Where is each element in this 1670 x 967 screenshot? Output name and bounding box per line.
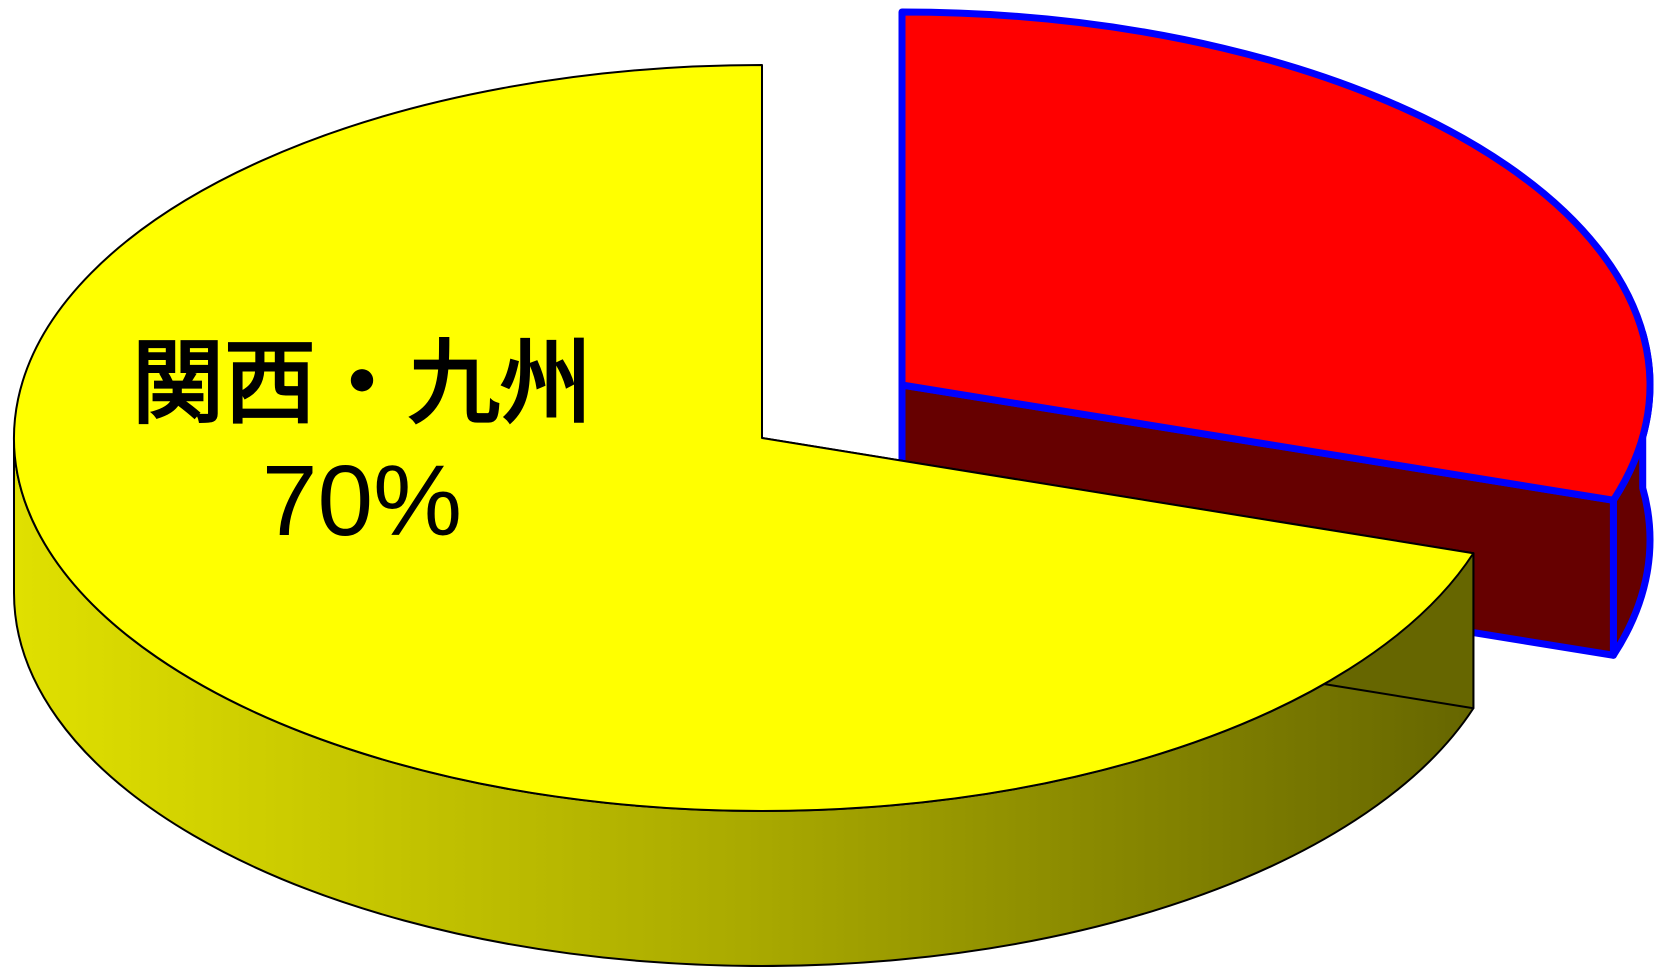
slice-top [898, 8, 1654, 504]
slice-label-kansai-kyushu: 関西・九州 70% [132, 330, 592, 557]
slice-label-name: 関西・九州 [132, 330, 592, 437]
slice-label-percent: 70% [262, 445, 462, 557]
slice-kansai-kyushu [13, 64, 1475, 967]
slice-top [13, 64, 1475, 812]
